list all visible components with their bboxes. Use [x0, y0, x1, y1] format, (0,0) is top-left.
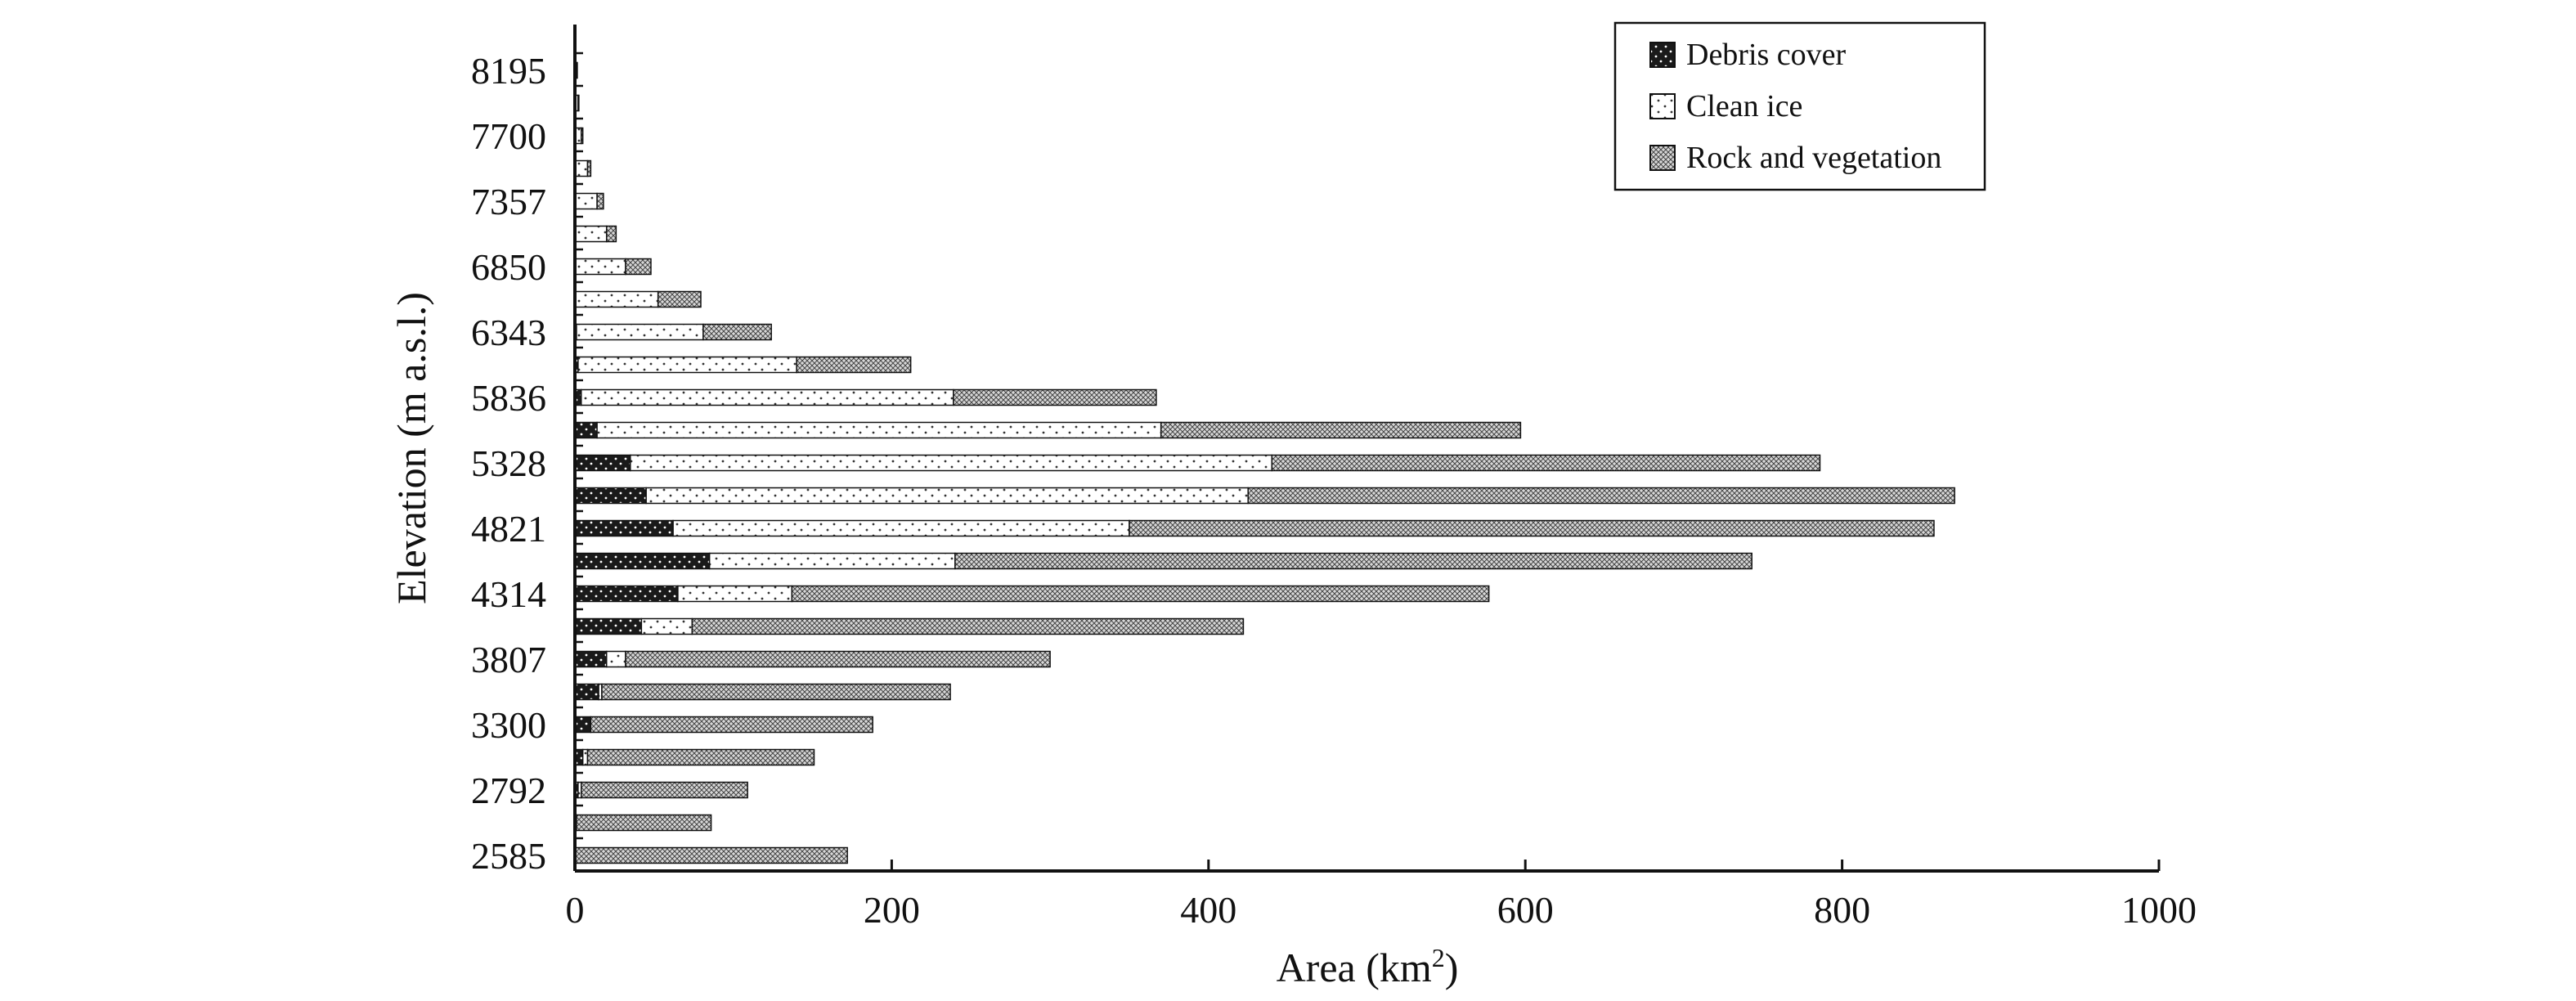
- bar-rock-and-vegetation-3: [580, 781, 748, 799]
- bar-clean-ice-11: [672, 519, 1130, 537]
- bar-clean-ice-9: [677, 585, 793, 603]
- bar-clean-ice-15: [580, 388, 954, 406]
- y-tick-label-3300: 3300: [471, 704, 546, 746]
- bar-clean-ice-19: [574, 258, 626, 276]
- bar-debris-cover-13: [574, 454, 631, 472]
- bar-debris-cover-6: [574, 683, 599, 701]
- x-tick-label-1000: 1000: [2121, 889, 2197, 931]
- x-axis-title: Area (km2): [1277, 943, 1459, 990]
- bar-clean-ice-8: [640, 617, 693, 635]
- x-tick-label-800: 800: [1814, 889, 1870, 931]
- y-tick-label-6343: 6343: [471, 312, 546, 353]
- bar-debris-cover-12: [574, 487, 647, 505]
- bar-rock-and-vegetation-15: [953, 388, 1157, 406]
- bar-debris-cover-10: [574, 552, 711, 570]
- x-tick-label-600: 600: [1497, 889, 1554, 931]
- bar-rock-and-vegetation-7: [625, 650, 1051, 668]
- bar-rock-and-vegetation-13: [1271, 454, 1821, 472]
- axes-group: [573, 25, 2159, 873]
- legend-swatch-debris-cover: [1649, 42, 1676, 68]
- bar-clean-ice-17: [576, 323, 704, 341]
- bar-rock-and-vegetation-1: [574, 846, 848, 864]
- bar-clean-ice-16: [577, 356, 797, 374]
- legend: Debris cover Clean ice Rock and vegetati…: [1613, 21, 1986, 191]
- bar-rock-and-vegetation-4: [586, 748, 815, 766]
- y-ticks-group: 2585 2792 3300 3807 4314 4821 5328 5836 6343 6850…: [471, 50, 583, 877]
- bars-group: [574, 29, 1955, 864]
- bar-rock-and-vegetation-10: [954, 552, 1752, 570]
- legend-label-clean-ice: Clean ice: [1686, 89, 1802, 123]
- y-tick-label-5328: 5328: [471, 442, 546, 484]
- bar-rock-and-vegetation-19: [625, 258, 652, 276]
- bar-debris-cover-9: [574, 585, 679, 603]
- x-tick-label-0: 0: [566, 889, 585, 931]
- bar-clean-ice-21: [574, 192, 598, 210]
- bar-rock-and-vegetation-5: [590, 716, 873, 734]
- bar-debris-cover-14: [574, 421, 598, 439]
- legend-swatch-clean-ice: [1649, 93, 1676, 119]
- bar-rock-and-vegetation-24: [577, 94, 580, 112]
- bar-clean-ice-18: [575, 290, 659, 308]
- bar-rock-and-vegetation-6: [601, 683, 951, 701]
- bar-clean-ice-20: [574, 225, 608, 243]
- bar-rock-and-vegetation-16: [796, 356, 912, 374]
- bar-rock-and-vegetation-22: [586, 159, 592, 177]
- y-tick-label-2585: 2585: [471, 835, 546, 877]
- bar-clean-ice-14: [596, 421, 1162, 439]
- bar-debris-cover-7: [574, 650, 608, 668]
- y-tick-label-7700: 7700: [471, 115, 546, 157]
- y-tick-label-4821: 4821: [471, 508, 546, 550]
- legend-label-debris-cover: Debris cover: [1686, 38, 1847, 72]
- legend-swatch-rock-and-vegetation: [1649, 145, 1676, 171]
- y-tick-label-3807: 3807: [471, 639, 546, 680]
- bar-clean-ice-7: [605, 650, 626, 668]
- bar-clean-ice-12: [645, 487, 1249, 505]
- y-tick-label-5836: 5836: [471, 377, 546, 419]
- bar-debris-cover-5: [574, 716, 592, 734]
- bar-rock-and-vegetation-11: [1129, 519, 1935, 537]
- bar-clean-ice-4: [581, 748, 589, 766]
- y-tick-label-7357: 7357: [471, 181, 546, 222]
- y-tick-label-8195: 8195: [471, 50, 546, 92]
- x-ticks-group: 0 200 400 600 800 1000: [566, 860, 2197, 931]
- bar-rock-and-vegetation-2: [576, 814, 712, 832]
- bar-clean-ice-13: [630, 454, 1273, 472]
- x-tick-label-200: 200: [864, 889, 920, 931]
- bar-rock-and-vegetation-12: [1247, 487, 1955, 505]
- legend-box: [1613, 21, 1986, 191]
- bar-rock-and-vegetation-18: [657, 290, 702, 308]
- bar-debris-cover-8: [574, 617, 643, 635]
- bar-rock-and-vegetation-8: [691, 617, 1245, 635]
- y-tick-label-6850: 6850: [471, 246, 546, 288]
- bar-rock-and-vegetation-17: [702, 323, 772, 341]
- bar-rock-and-vegetation-9: [791, 585, 1490, 603]
- bar-clean-ice-10: [708, 552, 956, 570]
- legend-label-rock-and-vegetation: Rock and vegetation: [1686, 141, 1941, 175]
- bar-rock-and-vegetation-20: [605, 225, 617, 243]
- x-tick-label-400: 400: [1180, 889, 1236, 931]
- bar-rock-and-vegetation-14: [1160, 421, 1522, 439]
- y-axis-title: Elevation (m a.s.l.): [388, 292, 434, 604]
- bar-clean-ice-22: [574, 159, 589, 177]
- bar-rock-and-vegetation-21: [596, 192, 604, 210]
- bar-debris-cover-11: [574, 519, 674, 537]
- bar-rock-and-vegetation-23: [580, 127, 584, 145]
- y-tick-label-2792: 2792: [471, 770, 546, 811]
- y-tick-label-4314: 4314: [471, 573, 546, 615]
